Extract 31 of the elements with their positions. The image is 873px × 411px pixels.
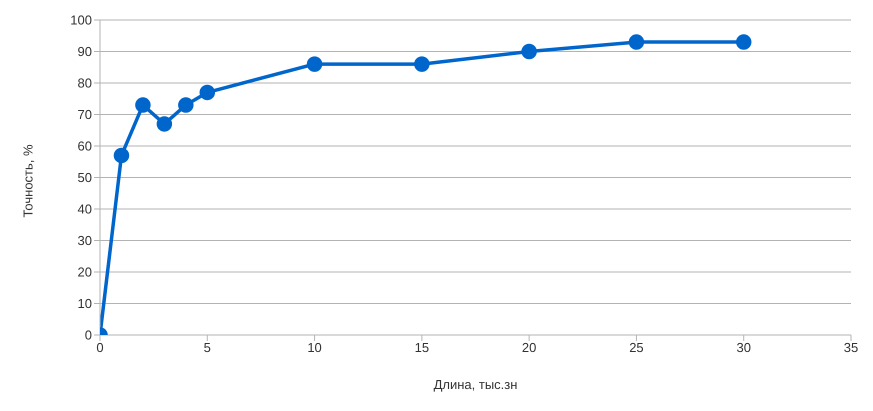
x-tick-label: 25	[629, 340, 644, 356]
y-tick-label: 20	[78, 264, 92, 280]
y-tick-label: 80	[78, 76, 92, 91]
x-tick-label: 35	[844, 340, 858, 356]
y-tick-label: 30	[78, 233, 92, 248]
y-axis-title: Точность, %	[20, 144, 36, 218]
point	[736, 34, 752, 50]
x-tick-label: 10	[307, 340, 322, 356]
point	[156, 116, 172, 132]
x-tick-label: 0	[96, 340, 104, 356]
y-tick-label: 100	[70, 12, 92, 28]
y-tick-label: 10	[78, 296, 92, 312]
y-tick-label: 70	[78, 107, 92, 122]
y-tick-label: 0	[84, 328, 92, 343]
x-tick-label: 20	[522, 340, 536, 356]
x-tick-label: 15	[414, 340, 430, 356]
point	[628, 34, 644, 50]
y-tick-label: 50	[78, 170, 92, 186]
point	[135, 97, 151, 113]
x-tick-label: 5	[204, 340, 211, 356]
point	[521, 44, 537, 60]
y-tick-label: 90	[78, 44, 92, 60]
point	[178, 97, 194, 113]
point	[414, 56, 430, 72]
point	[200, 84, 216, 100]
y-tick-label: 40	[78, 202, 92, 217]
y-tick-label: 60	[78, 138, 92, 154]
x-axis-title: Длина, тыс.зн	[434, 377, 518, 392]
point	[306, 56, 322, 72]
x-tick-label: 30	[736, 340, 751, 356]
point	[114, 148, 130, 164]
